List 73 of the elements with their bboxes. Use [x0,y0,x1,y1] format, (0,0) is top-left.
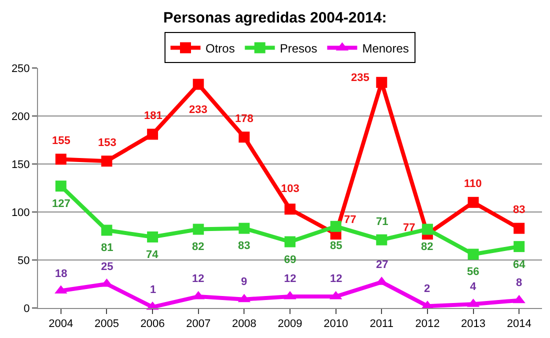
y-tick-label: 100 [11,206,30,219]
point [55,154,66,165]
x-tick-label: 2013 [461,318,486,330]
data-label: 82 [192,241,204,253]
data-label: 1 [150,284,156,296]
data-label: 110 [464,178,482,190]
point [284,236,296,248]
data-label: 74 [146,249,160,261]
data-label: 233 [189,104,208,116]
data-label: 18 [55,268,68,280]
x-tick-label: 2011 [370,318,394,330]
y-tick-label: 150 [11,158,30,171]
point [422,224,433,235]
data-label: 83 [513,204,526,216]
data-label: 71 [376,216,388,228]
x-tick-label: 2007 [186,318,211,330]
data-label: 25 [101,261,114,273]
data-label: 12 [330,273,342,285]
data-label: 181 [144,110,162,122]
chart-title: Personas agredidas 2004-2014: [163,9,387,26]
data-label: 235 [351,72,370,84]
point [238,132,250,143]
point [468,248,479,260]
point [238,222,250,234]
legend-label: Otros [206,41,235,56]
legend-label: Menores [362,41,409,56]
x-tick-label: 2009 [278,318,302,330]
point [330,220,342,232]
point [376,234,388,246]
data-label: 4 [470,281,477,293]
legend-label: Presos [280,41,318,56]
point [147,231,158,242]
data-label: 2 [424,283,430,295]
x-tick-label: 2010 [324,318,348,330]
data-label: 56 [467,266,480,278]
point [514,241,525,252]
x-tick-label: 2005 [94,318,119,330]
y-tick-label: 250 [11,62,30,75]
y-tick-label: 50 [18,254,30,267]
point [468,196,479,208]
x-tick-label: 2004 [48,318,74,330]
x-tick-label: 2012 [415,318,440,330]
data-label: 103 [281,183,300,195]
data-label: 85 [330,240,342,252]
point [376,76,388,88]
data-label: 178 [235,113,254,125]
point [101,156,112,167]
data-label: 9 [241,276,248,288]
point [147,128,158,140]
data-label: 81 [101,242,114,254]
data-label: 83 [238,240,250,252]
y-tick-label: 200 [11,110,30,123]
data-label: 77 [344,214,356,226]
point [514,222,525,234]
x-tick-label: 2014 [506,318,532,330]
data-label: 77 [403,222,416,234]
data-label: 153 [98,137,116,149]
data-label: 12 [284,273,296,285]
data-label: 155 [52,135,70,147]
data-label: 127 [52,198,70,210]
point [101,224,112,236]
data-label: 8 [516,277,522,289]
x-tick-label: 2008 [232,318,256,330]
point [284,204,296,215]
x-tick-label: 2006 [140,318,165,330]
y-tick-label: 0 [24,302,30,315]
data-label: 82 [421,241,434,253]
point [192,78,204,90]
data-label: 12 [192,273,204,285]
point [55,180,66,192]
data-label: 27 [376,259,388,271]
point [192,224,204,235]
data-label: 64 [513,259,526,271]
